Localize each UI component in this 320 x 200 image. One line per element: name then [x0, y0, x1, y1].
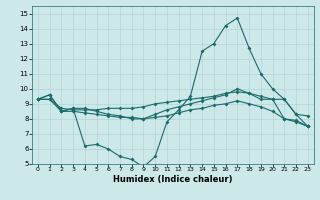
X-axis label: Humidex (Indice chaleur): Humidex (Indice chaleur) — [113, 175, 233, 184]
